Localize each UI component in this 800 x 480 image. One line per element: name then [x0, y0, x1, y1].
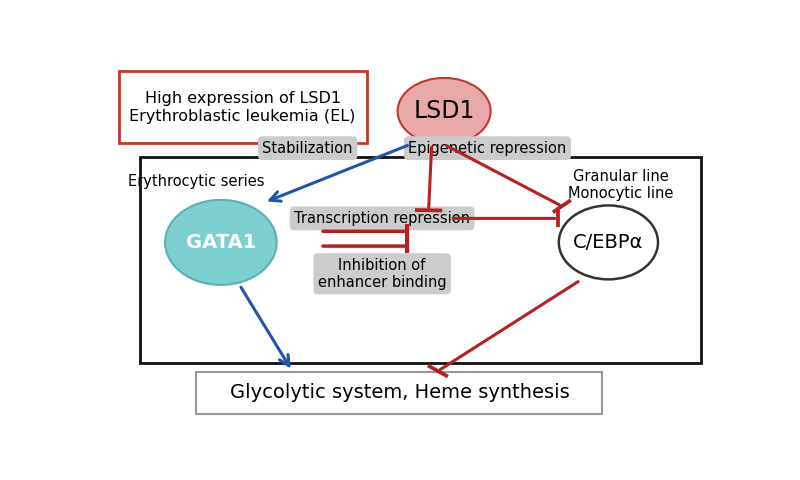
Ellipse shape — [398, 78, 490, 144]
Text: Transcription repression: Transcription repression — [294, 211, 470, 226]
Text: Stabilization: Stabilization — [262, 141, 353, 156]
Ellipse shape — [165, 200, 277, 285]
Text: LSD1: LSD1 — [414, 99, 474, 123]
Text: Granular line
Monocytic line: Granular line Monocytic line — [568, 169, 674, 201]
Text: Epigenetic repression: Epigenetic repression — [408, 141, 566, 156]
Text: Erythrocytic series: Erythrocytic series — [128, 174, 264, 189]
Text: High expression of LSD1
Erythroblastic leukemia (EL): High expression of LSD1 Erythroblastic l… — [130, 91, 356, 124]
Ellipse shape — [558, 205, 658, 279]
Text: Glycolytic system, Heme synthesis: Glycolytic system, Heme synthesis — [230, 384, 570, 402]
Text: Inhibition of
enhancer binding: Inhibition of enhancer binding — [318, 258, 446, 290]
Text: GATA1: GATA1 — [186, 233, 256, 252]
Text: C/EBPα: C/EBPα — [574, 233, 643, 252]
